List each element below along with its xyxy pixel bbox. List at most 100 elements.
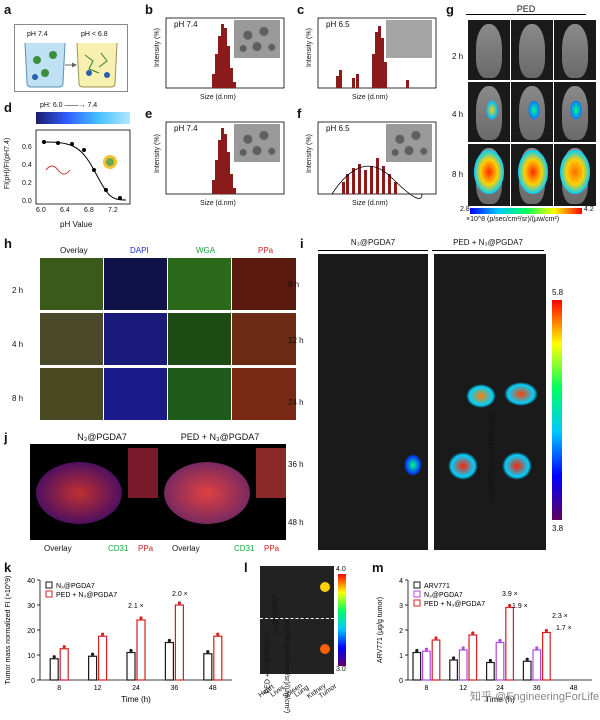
- x-tick-label: 48: [570, 685, 578, 692]
- dls-plot-f: pH 6.5 Intensity (%) Size (d.nm): [302, 118, 440, 214]
- microscopy-ppa: [232, 258, 296, 310]
- y-tick-label: 10: [27, 653, 35, 660]
- panel-i-colorbar: [552, 300, 562, 520]
- panel-d-ytick-3: 0.6: [22, 144, 32, 151]
- bar: [126, 651, 136, 681]
- panel-d-xtick-1: 6.4: [60, 207, 70, 214]
- bar: [431, 639, 441, 681]
- data-point: [424, 647, 428, 651]
- panel-label-j: j: [4, 430, 8, 445]
- panel-l-colorbar: [338, 574, 346, 666]
- panel-d-xtick-0: 6.0: [36, 207, 46, 214]
- fold-change-label: 1.9 ×: [512, 603, 528, 610]
- bar: [97, 635, 108, 681]
- panel-i-group-left: N₃@PGDA7: [350, 238, 396, 247]
- bar: [468, 634, 478, 681]
- dls-ylabel-f: Intensity (%): [305, 134, 313, 173]
- bar: [213, 635, 223, 681]
- panel-d-ytick-1: 0.2: [22, 180, 32, 187]
- legend-label: ARV771: [424, 583, 450, 590]
- panel-i-time-4: 48 h: [288, 518, 304, 527]
- panel-g-time-2h: 2 h: [452, 52, 464, 61]
- panel-j-group-right: PED + N₃@PGDA7: [180, 432, 260, 442]
- legend-label: N₃@PGDA7: [424, 592, 463, 599]
- bar: [522, 660, 532, 681]
- panel-d-xtick-2: 6.8: [84, 207, 94, 214]
- x-tick-label: 12: [94, 685, 102, 692]
- bar: [532, 649, 542, 681]
- fluorescence-signal: [528, 100, 540, 120]
- legend-label: PED + N₃@PGDA7: [56, 592, 117, 599]
- dls-ylabel-b: Intensity (%): [153, 28, 161, 67]
- panel-label-e: e: [145, 106, 153, 121]
- legend-swatch: [45, 590, 53, 598]
- tumor-signal: [320, 582, 330, 592]
- fluorescence-signal: [448, 452, 478, 480]
- x-tick-label: 12: [459, 685, 467, 692]
- panel-i-rule-right: [432, 250, 544, 251]
- fold-change-label: 2.3 ×: [552, 613, 568, 620]
- panel-g-imaging-grid: [468, 20, 596, 206]
- panel-i-time-2: 24 h: [288, 398, 304, 407]
- y-tick-label: 2: [399, 628, 403, 635]
- data-point: [129, 648, 133, 653]
- bar: [203, 653, 213, 681]
- panel-label-k: k: [4, 560, 12, 575]
- panel-label-d: d: [4, 100, 12, 115]
- data-point: [101, 632, 105, 636]
- tumor-section-right: [158, 444, 286, 540]
- ph-gradient-strip: [36, 112, 130, 124]
- legend-label: PED + N₃@PGDA7: [424, 601, 485, 608]
- x-tick-label: 8: [424, 685, 428, 692]
- x-axis-label: Time (h): [485, 695, 515, 704]
- panel-h-time-4h: 4 h: [12, 340, 24, 349]
- panel-i-scale-unit: ×10^8 (p/sec/cm²/sr)/(μw/cm²): [487, 410, 494, 504]
- fluorescence-signal: [518, 150, 548, 194]
- bar: [542, 631, 551, 681]
- fluorescence-ph-curve: pH: 6.0 ——→ 7.4 FI(pH)/FI(pH7.4) pH Valu…: [4, 102, 136, 232]
- data-point: [167, 638, 171, 643]
- data-point: [498, 638, 502, 643]
- bar: [164, 641, 174, 681]
- dls-title-b: pH 7.4: [174, 20, 198, 29]
- panel-label-l: l: [244, 560, 248, 575]
- y-axis-label: Tumor mass normalized FI (×10^9): [5, 576, 12, 685]
- panel-label-c: c: [297, 2, 305, 17]
- bar: [49, 658, 59, 681]
- x-tick-label: 8: [57, 685, 61, 692]
- data-point: [177, 601, 181, 605]
- microscopy-dapi: [104, 368, 167, 420]
- microscopy-dapi: [104, 258, 167, 310]
- fluorescence-signal: [570, 100, 582, 120]
- bar: [458, 649, 468, 681]
- panel-i-group-right: PED + N₃@PGDA7: [453, 238, 523, 247]
- ex-vivo-organ-imaging: [260, 566, 334, 674]
- panel-l-scale-min: 3.0: [336, 666, 346, 673]
- mouse-image: [554, 20, 596, 80]
- legend-swatch: [413, 599, 421, 607]
- fluorescence-signal: [474, 150, 504, 194]
- panel-i-scale-max: 5.8: [552, 288, 564, 297]
- bar: [505, 606, 515, 681]
- x-tick-label: 24: [132, 685, 140, 692]
- x-tick-label: 48: [209, 685, 217, 692]
- panel-g-time-8h: 8 h: [452, 170, 464, 179]
- panel-h-time-8h: 8 h: [12, 394, 24, 403]
- panel-g-title-rule: [466, 14, 586, 15]
- data-point: [62, 645, 66, 649]
- panel-label-b: b: [145, 2, 153, 17]
- panel-label-m: m: [372, 560, 384, 575]
- data-point: [216, 632, 220, 636]
- panel-label-g: g: [446, 2, 454, 17]
- panel-j-right-ppa: PPa: [264, 544, 280, 553]
- data-point: [461, 646, 465, 650]
- y-tick-label: 4: [399, 578, 403, 585]
- bar: [421, 650, 431, 681]
- panel-h-col-dapi: DAPI: [130, 246, 149, 255]
- bar: [495, 641, 505, 681]
- panel-h-time-2h: 2 h: [12, 286, 24, 295]
- y-tick-label: 0: [31, 678, 35, 685]
- data-point: [452, 656, 456, 660]
- dls-plot-b: pH 7.4 Intensity (%) Size (d.nm): [150, 14, 288, 106]
